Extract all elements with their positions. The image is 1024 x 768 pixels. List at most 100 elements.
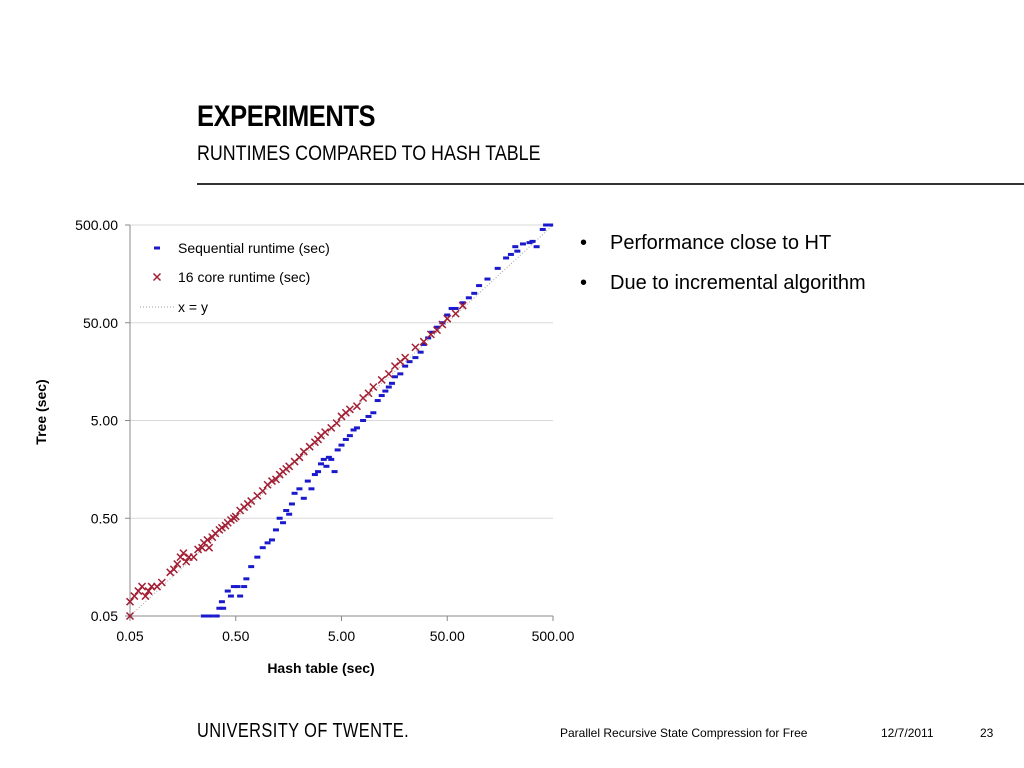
sequential-point xyxy=(311,473,318,477)
chart-legend: Sequential runtime (sec) 16 core runtime … xyxy=(140,240,330,315)
sequential-point xyxy=(385,385,392,389)
parallel-point xyxy=(144,587,153,596)
parallel-point xyxy=(203,535,212,544)
sequential-point xyxy=(204,614,211,618)
parallel-point xyxy=(443,314,452,323)
sequential-point xyxy=(230,585,237,589)
parallel-point xyxy=(332,419,341,428)
slide-subtitle: RUNTIMES COMPARED TO HASH TABLE xyxy=(197,142,541,165)
parallel-point xyxy=(295,453,304,462)
sequential-point xyxy=(320,457,327,461)
sequential-point xyxy=(334,448,341,452)
parallel-point xyxy=(364,389,373,398)
sequential-point xyxy=(328,457,335,461)
sequential-point xyxy=(533,245,540,249)
parallel-point xyxy=(377,375,386,384)
parallel-point xyxy=(451,309,460,318)
y-axis-label: Tree (sec) xyxy=(33,379,49,444)
x-tick-label: 5.00 xyxy=(328,628,355,644)
sequential-point xyxy=(280,521,287,525)
sequential-point xyxy=(417,350,424,354)
sequential-point xyxy=(484,277,491,281)
sequential-point xyxy=(300,496,307,500)
parallel-points xyxy=(125,301,467,621)
sequential-point xyxy=(378,394,385,398)
parallel-point xyxy=(426,330,435,339)
parallel-point xyxy=(198,543,207,552)
parallel-point xyxy=(189,553,198,562)
sequential-point xyxy=(268,538,275,542)
sequential-point xyxy=(308,487,315,491)
parallel-point xyxy=(173,560,182,569)
parallel-point xyxy=(138,582,147,591)
parallel-point xyxy=(169,565,178,574)
sequential-point xyxy=(243,577,250,581)
sequential-point xyxy=(382,389,389,393)
x-tick-label: 50.00 xyxy=(430,628,465,644)
legend-label: 16 core runtime (sec) xyxy=(178,269,310,285)
sequential-point xyxy=(259,546,266,550)
sequential-point xyxy=(291,491,298,495)
sequential-point xyxy=(220,606,227,610)
x-tick-label: 0.05 xyxy=(116,628,143,644)
parallel-point xyxy=(345,405,354,414)
sequential-point xyxy=(397,372,404,376)
sequential-point xyxy=(402,364,409,368)
legend-marker-sequential xyxy=(154,246,160,250)
sequential-point xyxy=(388,381,395,385)
bullet-dot-icon: • xyxy=(580,272,588,294)
parallel-point xyxy=(194,545,203,554)
legend-marker-parallel xyxy=(152,272,162,282)
sequential-point xyxy=(365,414,372,418)
sequential-point xyxy=(353,426,360,430)
sequential-point xyxy=(547,223,554,227)
y-axis-ticks: 0.05 0.50 5.00 50.00 500.00 xyxy=(75,217,130,624)
y-tick-label: 500.00 xyxy=(75,217,118,233)
parallel-point xyxy=(141,592,150,601)
bullet-item: • Due to incremental algorithm xyxy=(580,272,866,295)
sequential-point xyxy=(346,434,353,438)
sequential-point xyxy=(264,541,271,545)
sequential-point xyxy=(391,375,398,379)
sequential-point xyxy=(539,227,546,231)
sequential-point xyxy=(503,256,510,260)
sequential-point xyxy=(444,313,451,317)
legend-label: x = y xyxy=(178,299,208,315)
footer-talk-title: Parallel Recursive State Compression for… xyxy=(560,726,808,740)
sequential-point xyxy=(459,301,466,305)
bullet-list: • Performance close to HT • Due to increme… xyxy=(580,232,866,312)
sequential-point xyxy=(218,600,225,604)
title-divider xyxy=(197,183,1024,185)
sequential-point xyxy=(254,555,261,559)
sequential-point xyxy=(529,239,536,243)
parallel-point xyxy=(182,557,191,566)
x-tick-label: 0.50 xyxy=(222,628,249,644)
sequential-point xyxy=(272,528,279,532)
sequential-point xyxy=(248,565,255,569)
y-tick-label: 0.05 xyxy=(91,608,118,624)
parallel-point xyxy=(258,486,267,496)
parallel-point xyxy=(321,428,330,437)
x-axis-ticks: 0.05 0.50 5.00 50.00 500.00 xyxy=(116,616,575,644)
sequential-point xyxy=(370,411,377,415)
sequential-point xyxy=(507,252,514,256)
sequential-point xyxy=(420,342,427,346)
sequential-point xyxy=(350,428,357,432)
sequential-point xyxy=(283,509,290,513)
parallel-point xyxy=(411,343,420,352)
sequential-point xyxy=(325,455,332,459)
sequential-point xyxy=(342,437,349,441)
parallel-point xyxy=(419,337,428,346)
sequential-point xyxy=(338,443,345,447)
sequential-point xyxy=(360,419,367,422)
parallel-point xyxy=(271,475,280,484)
parallel-point xyxy=(352,402,361,411)
sequential-point xyxy=(406,360,413,364)
sequential-point xyxy=(512,245,519,249)
parallel-point xyxy=(458,301,467,310)
sequential-point xyxy=(412,356,419,360)
footer-date: 12/7/2011 xyxy=(881,726,934,740)
sequential-point xyxy=(543,223,550,227)
sequential-point xyxy=(434,325,441,329)
sequential-point xyxy=(241,585,248,589)
